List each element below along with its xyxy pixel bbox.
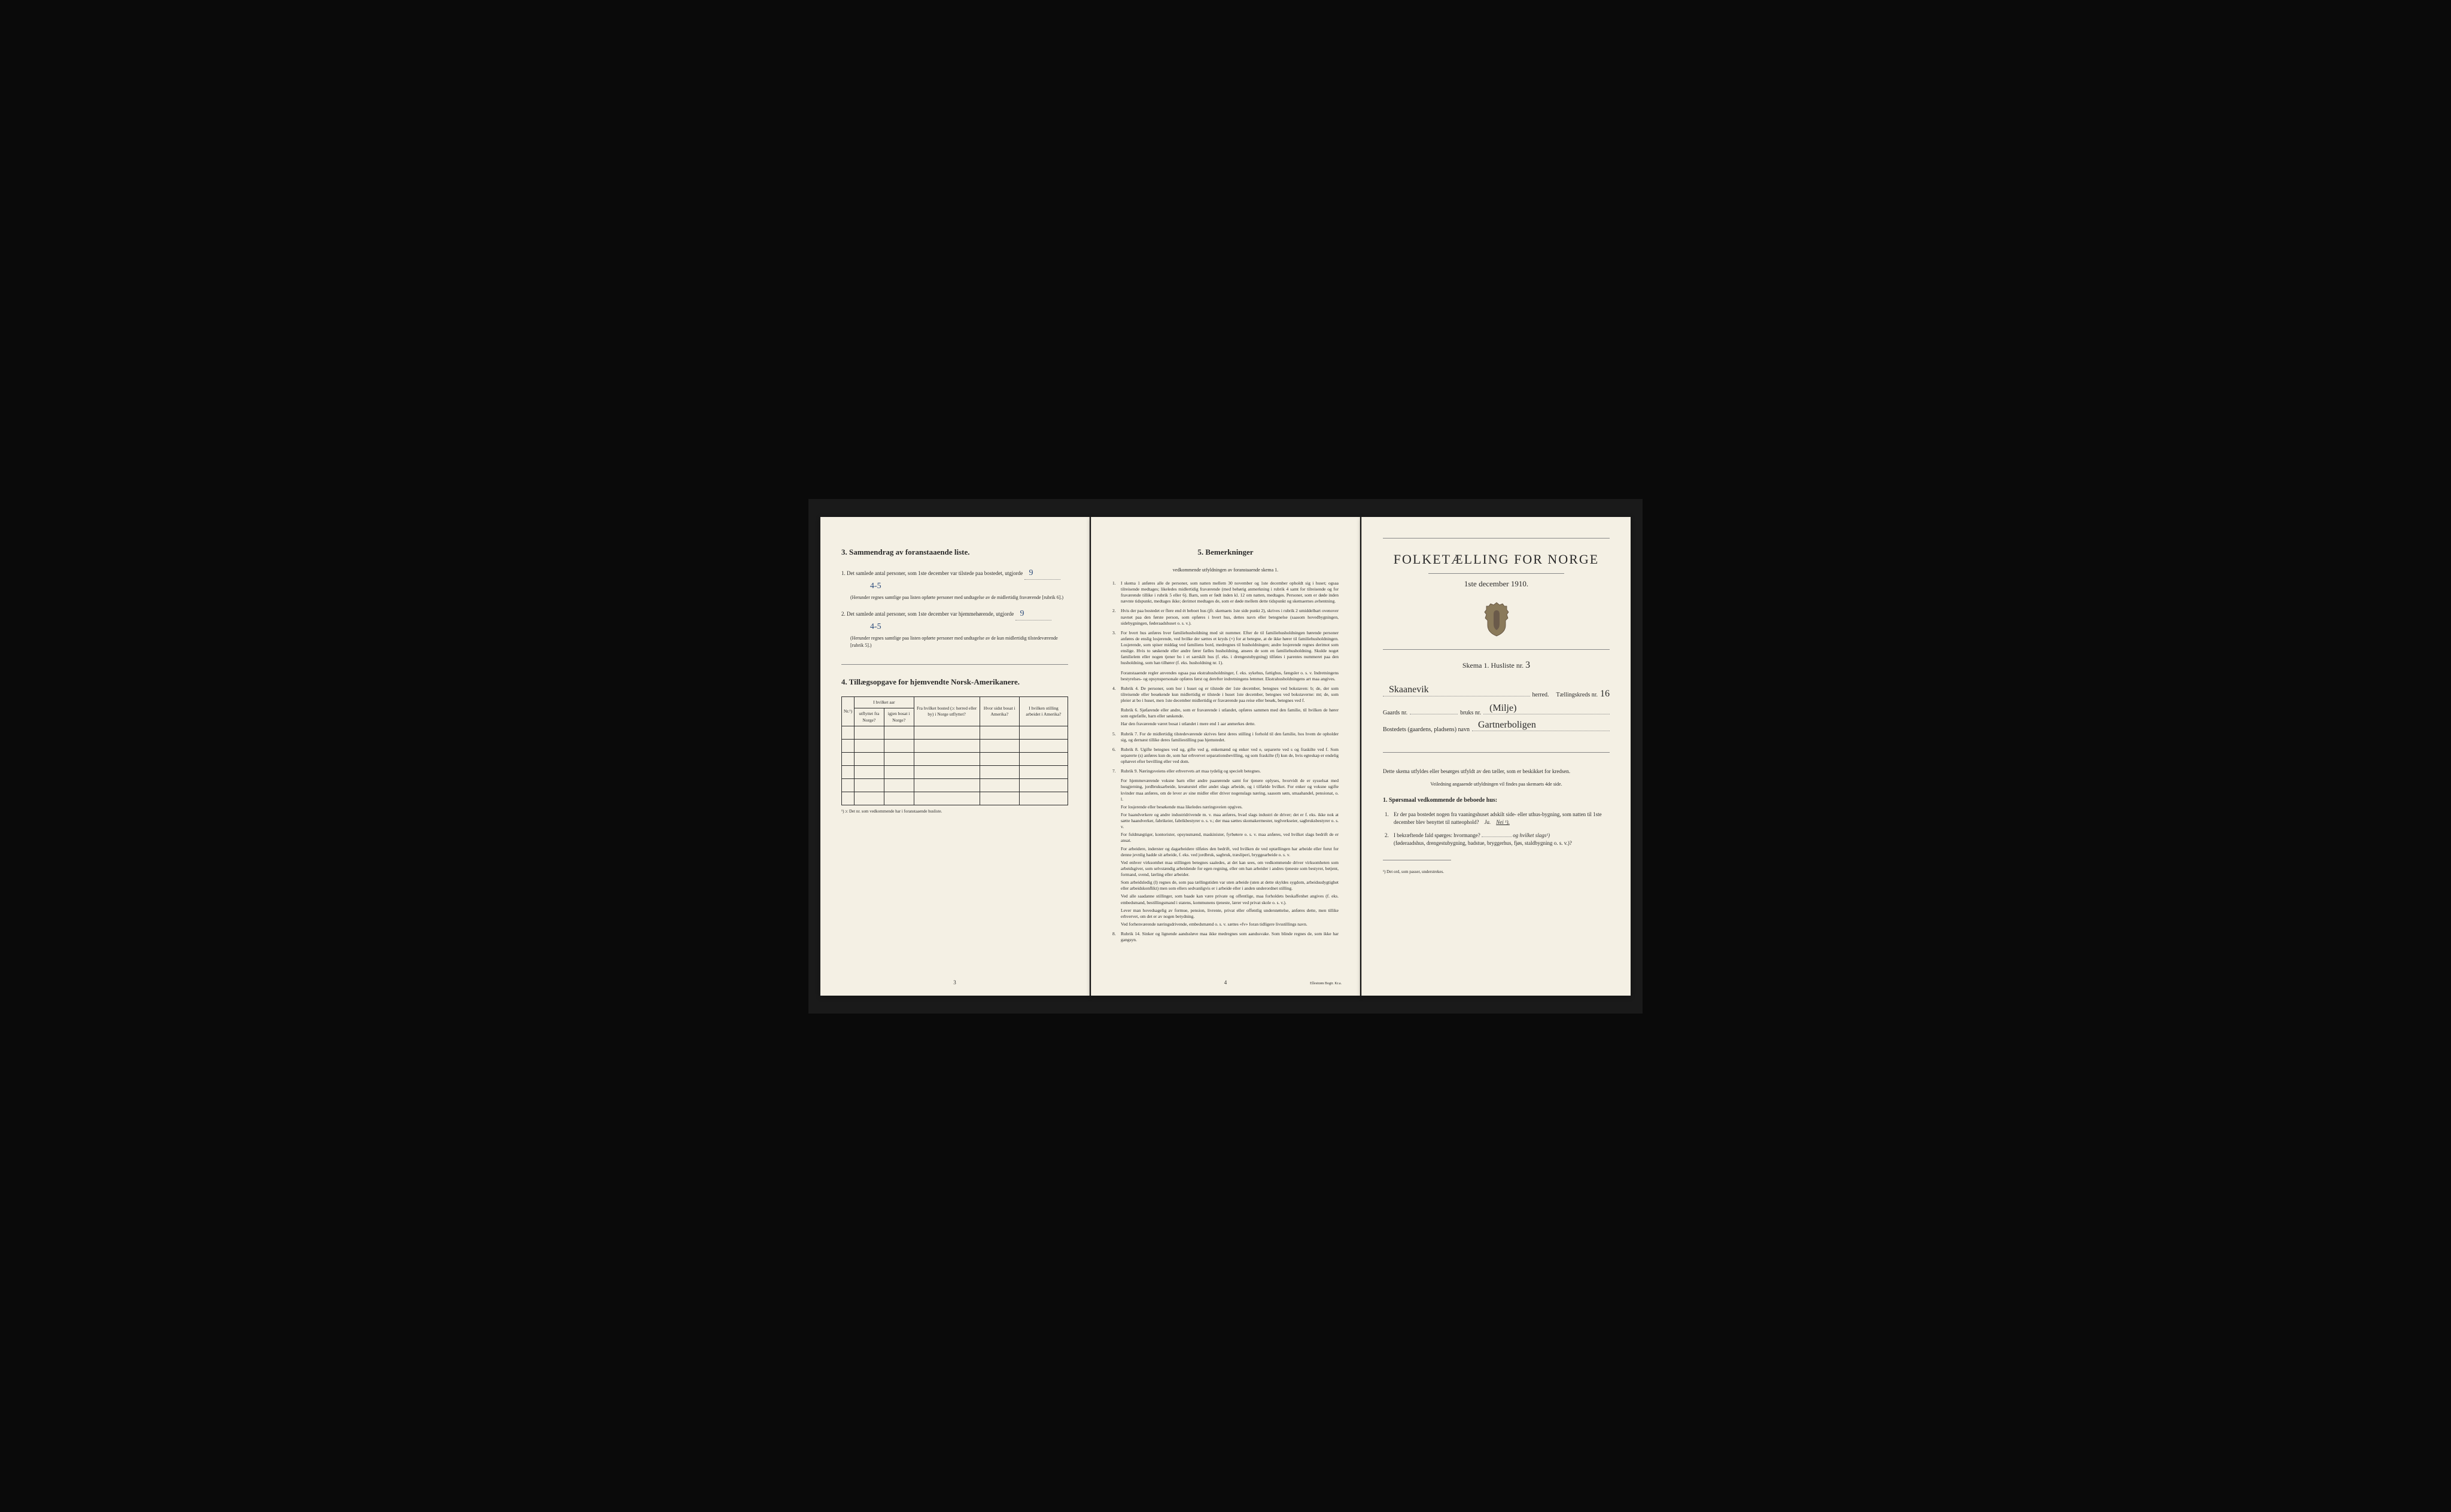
remark-3: For hvert hus anføres hver familiehushol… [1112, 630, 1339, 667]
right-footnote: ¹) Det ord, som passer, understrekes. [1383, 869, 1610, 875]
main-title: FOLKETÆLLING FOR NORGE [1383, 550, 1610, 569]
section-3-item-1: 1. Det samlede antal personer, som 1ste … [841, 567, 1068, 601]
page-cover: FOLKETÆLLING FOR NORGE 1ste december 191… [1361, 517, 1631, 996]
table-row [842, 779, 1068, 792]
divider [841, 664, 1068, 665]
q1-ja: Ja. [1484, 819, 1491, 825]
page-number-3: 3 [953, 979, 956, 987]
section-4-table: Nr.¹) I hvilket aar Fra hvilket bosted (… [841, 696, 1068, 815]
remark-2: Hvis der paa bostedet er flere end ét be… [1112, 608, 1339, 626]
remark-7-sub-8: Lever man hovedsagelig av formue, pensio… [1121, 908, 1339, 920]
table-row [842, 740, 1068, 753]
bruks-value: (Milje) [1489, 702, 1516, 715]
instruction-text: Dette skema utfyldes eller besørges utfy… [1383, 768, 1610, 776]
th-stilling: I hvilken stilling arbeidet i Amerika? [1019, 696, 1068, 726]
table-footnote: ¹) ɔ: Det nr. som vedkommende har i fora… [841, 809, 1068, 815]
th-utflyttet: utflyttet fra Norge? [854, 708, 884, 726]
remark-7-sub-1: For losjerende eller besøkende maa likel… [1121, 804, 1339, 810]
section-4-title: 4. Tillægsopgave for hjemvendte Norsk-Am… [841, 677, 1068, 687]
skema-line: Skema 1. Husliste nr. 3 [1383, 659, 1610, 672]
q1-nei: Nei ¹). [1496, 819, 1510, 825]
item1-value2: 4-5 [865, 582, 886, 591]
section-3-item-2: 2. Det samlede antal personer, som 1ste … [841, 607, 1068, 649]
th-hvor: Hvor sidst bosat i Amerika? [980, 696, 1019, 726]
printer-note: Ellestrøm Bogtr. Kr.a. [1310, 981, 1342, 986]
table-row [842, 766, 1068, 779]
main-subtitle: 1ste december 1910. [1383, 579, 1610, 589]
section-3-title: 3. Sammendrag av foranstaaende liste. [841, 547, 1068, 558]
th-nr: Nr.¹) [842, 696, 854, 726]
coat-of-arms-icon [1383, 601, 1610, 637]
remark-1: I skema 1 anføres alle de personer, som … [1112, 580, 1339, 605]
remark-5: Rubrik 7. For de midlertidig tilstedevær… [1112, 731, 1339, 743]
remark-7-sub-9: Ved forhenværende næringsdrivende, embed… [1121, 921, 1339, 927]
page-4: 5. Bemerkninger vedkommende utfyldningen… [1091, 517, 1360, 996]
instruction-sub: Veiledning angaaende utfyldningen vil fi… [1383, 781, 1610, 787]
remark-7-sub-0: For hjemmeværende voksne barn eller andr… [1121, 778, 1339, 802]
field-herred: Skaanevik herred. Tællingskreds nr. 16 [1383, 687, 1610, 701]
section-5-subtitle: vedkommende utfyldningen av foranstaaend… [1112, 567, 1339, 573]
remark-7-sub-4: For arbeidere, inderster og dagarbeidere… [1121, 846, 1339, 858]
remark-4: Rubrik 4. De personer, som bor i huset o… [1112, 686, 1339, 704]
table-body [842, 726, 1068, 805]
remark-7-sub-7: Ved alle saadanne stillinger, som baade … [1121, 893, 1339, 905]
item2-value: 9 [1015, 609, 1029, 618]
th-fra: Fra hvilket bosted (ɔ: herred eller by) … [914, 696, 980, 726]
tellingskreds-value: 16 [1600, 687, 1610, 701]
table-row [842, 726, 1068, 740]
page-number-4: 4 [1224, 979, 1227, 987]
remark-4-sub2: Har den fraværende været bosat i utlande… [1121, 721, 1339, 727]
census-document: 3. Sammendrag av foranstaaende liste. 1.… [808, 499, 1643, 1014]
remark-8: Rubrik 14. Sinker og lignende aandssløve… [1112, 931, 1339, 943]
table-row [842, 753, 1068, 766]
remarks-list: I skema 1 anføres alle de personer, som … [1112, 580, 1339, 943]
th-igjen: igjen bosat i Norge? [884, 708, 914, 726]
bosted-value: Gartnerboligen [1478, 719, 1536, 732]
q-item-2: 2. I bekræftende fald spørges: hvormange… [1394, 832, 1610, 848]
section-5-title: 5. Bemerkninger [1112, 547, 1339, 558]
item1-value: 9 [1024, 568, 1038, 577]
q-section-title: 1. Spørsmaal vedkommende de beboede hus: [1383, 796, 1610, 805]
item2-value2: 4-5 [865, 622, 886, 631]
th-aar: I hvilket aar [854, 696, 914, 708]
q-item-1: 1. Er der paa bostedet nogen fra vaaning… [1394, 811, 1610, 827]
remark-7: Rubrik 9. Næringsveiens eller erhvervets… [1112, 768, 1339, 774]
page-3: 3. Sammendrag av foranstaaende liste. 1.… [820, 517, 1090, 996]
remark-7-sub-6: Som arbeidsledig (l) regnes de, som paa … [1121, 880, 1339, 892]
herred-value: Skaanevik [1389, 683, 1429, 696]
remark-7-sub-2: For haandverkere og andre industridriven… [1121, 812, 1339, 830]
table-row [842, 792, 1068, 805]
remark-6: Rubrik 8. Ugifte betegnes ved ug, gifte … [1112, 747, 1339, 765]
remark-3-sub: Foranstaaende regler anvendes ogsaa paa … [1121, 670, 1339, 682]
remark-7-sub-5: Ved enhver virksomhet maa stillingen bet… [1121, 860, 1339, 878]
field-gaards: Gaards nr. bruks nr. (Milje) [1383, 709, 1610, 717]
remark-4-sub1: Rubrik 6. Sjøfarende eller andre, som er… [1121, 707, 1339, 719]
field-bosted: Bostedets (gaardens, pladsens) navn Gart… [1383, 726, 1610, 734]
husliste-nr: 3 [1525, 660, 1530, 670]
remark-7-sub-3: For fuldmægtiger, kontorister, opsynsmæn… [1121, 832, 1339, 844]
